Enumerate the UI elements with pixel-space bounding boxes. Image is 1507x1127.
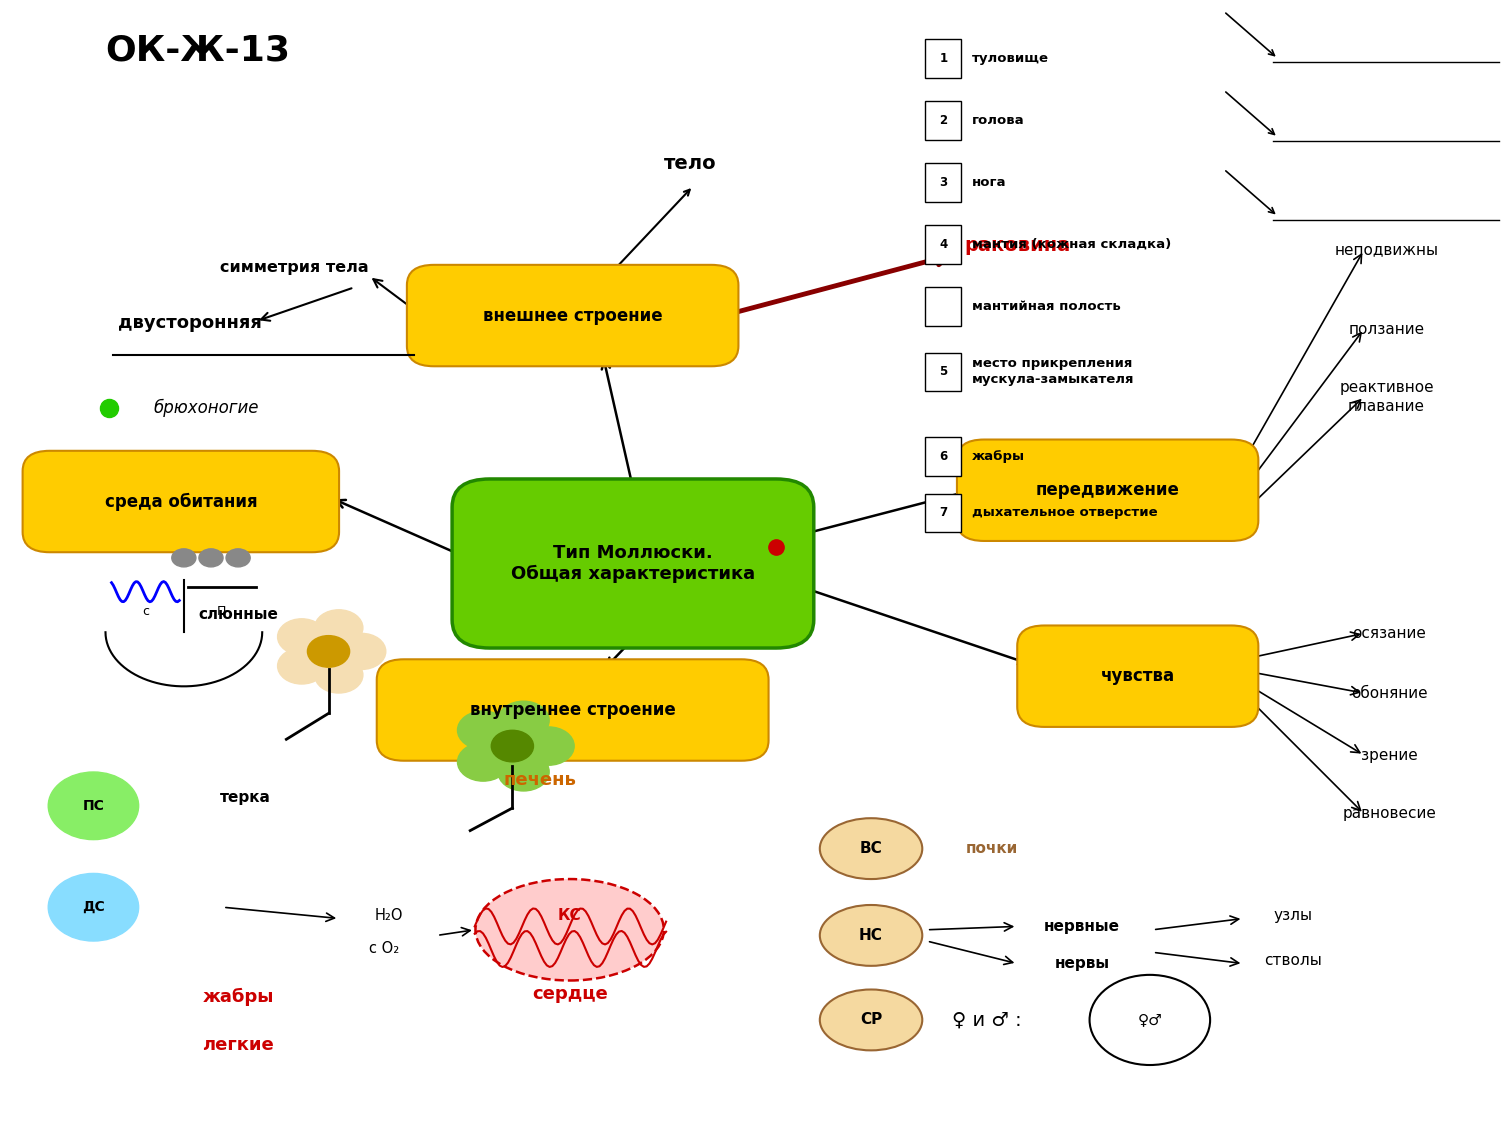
Text: ОК-Ж-13: ОК-Ж-13 (105, 34, 291, 68)
Text: среда обитания: среда обитания (104, 492, 258, 511)
Text: тело: тело (665, 154, 716, 172)
FancyBboxPatch shape (925, 39, 961, 78)
Text: терка: терка (220, 790, 271, 806)
Circle shape (315, 610, 363, 646)
Text: реактивное
плавание: реактивное плавание (1340, 380, 1433, 414)
Text: равновесие: равновесие (1343, 806, 1436, 822)
Circle shape (199, 549, 223, 567)
Text: H₂O: H₂O (375, 907, 402, 923)
Text: обоняние: обоняние (1352, 685, 1427, 701)
Text: жабры: жабры (202, 988, 274, 1006)
Text: ♀♂: ♀♂ (1138, 1012, 1162, 1028)
Text: с O₂: с O₂ (369, 941, 399, 957)
FancyBboxPatch shape (407, 265, 738, 366)
Text: КС: КС (558, 907, 582, 923)
Text: жабры: жабры (972, 450, 1025, 463)
Text: ДС: ДС (81, 900, 105, 914)
Text: симметрия тела: симметрия тела (220, 259, 368, 275)
Text: место прикрепления
мускула-замыкателя: место прикрепления мускула-замыкателя (972, 357, 1135, 387)
Text: зрение: зрение (1361, 747, 1418, 763)
Circle shape (491, 730, 533, 762)
FancyBboxPatch shape (452, 479, 814, 648)
Text: раковина: раковина (964, 237, 1070, 255)
Circle shape (226, 549, 250, 567)
Text: стволы: стволы (1264, 952, 1322, 968)
Circle shape (338, 633, 386, 669)
Circle shape (277, 619, 326, 655)
Text: 5: 5 (939, 365, 948, 379)
Text: дыхательное отверстие: дыхательное отверстие (972, 506, 1157, 520)
Text: ♀ и ♂ :: ♀ и ♂ : (952, 1011, 1022, 1029)
Circle shape (48, 873, 139, 941)
FancyBboxPatch shape (925, 287, 961, 326)
Text: ВС: ВС (859, 841, 883, 857)
Text: печень: печень (503, 771, 576, 789)
Text: 4: 4 (939, 238, 948, 251)
Text: 6: 6 (939, 450, 948, 463)
Circle shape (277, 648, 326, 684)
Circle shape (458, 743, 509, 781)
FancyBboxPatch shape (925, 225, 961, 264)
Circle shape (172, 549, 196, 567)
FancyBboxPatch shape (957, 440, 1258, 541)
FancyBboxPatch shape (377, 659, 769, 761)
Circle shape (497, 753, 549, 791)
Text: осязание: осязание (1352, 625, 1427, 641)
Text: Тип Моллюски.
Общая характеристика: Тип Моллюски. Общая характеристика (511, 544, 755, 583)
Text: чувства: чувства (1100, 667, 1175, 685)
Ellipse shape (475, 879, 663, 980)
FancyBboxPatch shape (925, 163, 961, 202)
Circle shape (315, 657, 363, 693)
Text: с: с (143, 605, 149, 619)
Circle shape (307, 636, 350, 667)
Circle shape (48, 772, 139, 840)
FancyBboxPatch shape (925, 353, 961, 391)
Text: сердце: сердце (532, 985, 607, 1003)
Text: двусторонняя: двусторонняя (118, 314, 261, 332)
Text: ПС: ПС (83, 799, 104, 813)
Text: туловище: туловище (972, 52, 1049, 65)
Text: нервные: нервные (1044, 919, 1120, 934)
Text: мантийная полость: мантийная полость (972, 300, 1121, 313)
Text: нервы: нервы (1055, 956, 1109, 971)
Text: нога: нога (972, 176, 1007, 189)
Text: ползание: ползание (1349, 321, 1424, 337)
FancyBboxPatch shape (23, 451, 339, 552)
FancyBboxPatch shape (1017, 625, 1258, 727)
FancyBboxPatch shape (925, 101, 961, 140)
Text: внутреннее строение: внутреннее строение (470, 701, 675, 719)
Text: 7: 7 (939, 506, 948, 520)
Text: передвижение: передвижение (1035, 481, 1180, 499)
Text: П: П (217, 605, 226, 619)
Text: 1: 1 (939, 52, 948, 65)
Text: 3: 3 (939, 176, 948, 189)
Text: НС: НС (859, 928, 883, 943)
FancyBboxPatch shape (925, 494, 961, 532)
Text: мантия (кожная складка): мантия (кожная складка) (972, 238, 1171, 251)
Text: СР: СР (860, 1012, 882, 1028)
Circle shape (523, 727, 574, 765)
Text: узлы: узлы (1273, 907, 1313, 923)
Text: почки: почки (966, 841, 1017, 857)
Circle shape (458, 711, 509, 749)
Ellipse shape (820, 990, 922, 1050)
Circle shape (497, 701, 549, 739)
Circle shape (1090, 975, 1210, 1065)
Text: внешнее строение: внешнее строение (482, 307, 663, 325)
Ellipse shape (820, 818, 922, 879)
Text: легкие: легкие (202, 1036, 274, 1054)
Text: слюнные: слюнные (197, 606, 279, 622)
Text: голова: голова (972, 114, 1025, 127)
Ellipse shape (820, 905, 922, 966)
FancyBboxPatch shape (925, 437, 961, 476)
Text: брюхоногие: брюхоногие (154, 399, 259, 417)
Text: неподвижны: неподвижны (1334, 242, 1439, 258)
Text: 2: 2 (939, 114, 948, 127)
